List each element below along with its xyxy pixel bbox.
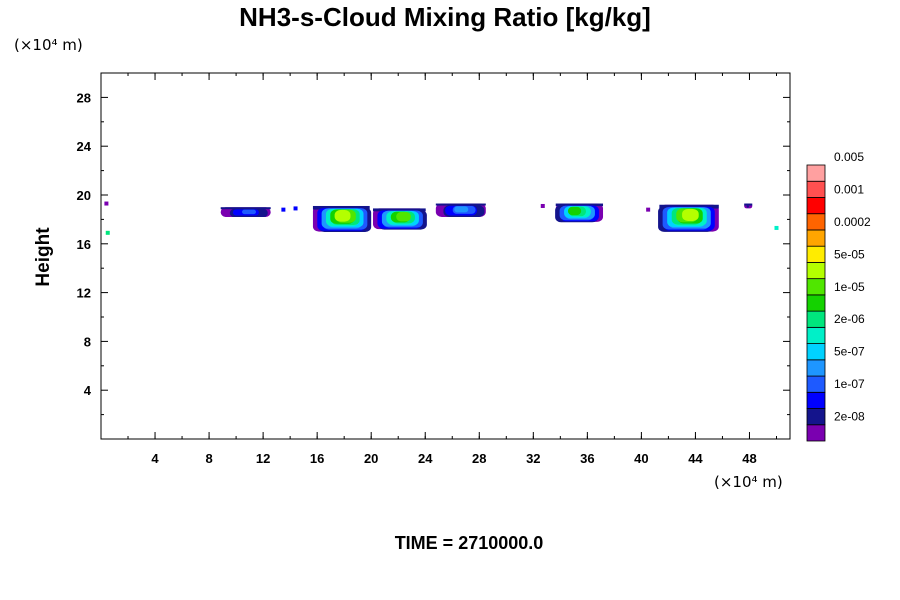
x-tick-labels: 4 8 12 16 20 24 28 32 36 40 44 48 xyxy=(151,451,756,466)
cloud-level xyxy=(567,206,582,216)
cloud-edge xyxy=(220,207,271,210)
colorbar xyxy=(806,164,826,442)
x-tick-label: 4 xyxy=(151,451,159,466)
colorbar-label: 1e-05 xyxy=(834,280,865,294)
cloud-patch xyxy=(312,205,372,232)
cloud-speck xyxy=(104,201,109,206)
plot-frame xyxy=(100,72,791,440)
y-tick-label: 8 xyxy=(84,334,91,349)
cloud-edge xyxy=(435,203,486,206)
time-label: TIME = 2710000.0 xyxy=(395,533,544,553)
colorbar-swatch xyxy=(806,197,826,215)
x-axis-unit: (×10⁴ m) xyxy=(714,473,783,491)
colorbar-swatch xyxy=(806,391,826,409)
colorbar-swatch xyxy=(806,278,826,296)
cloud-edge xyxy=(373,208,426,212)
x-tick-label: 20 xyxy=(364,451,378,466)
cloud-patch xyxy=(435,203,486,217)
cloud-speck xyxy=(540,203,545,208)
cloud-patch xyxy=(658,204,719,232)
cloud-patch xyxy=(373,208,427,230)
cloud-edge xyxy=(744,203,753,206)
cloud-speck xyxy=(646,207,651,212)
y-tick-label: 28 xyxy=(77,90,91,105)
colorbar-swatch xyxy=(806,245,826,263)
x-tick-label: 48 xyxy=(742,451,756,466)
colorbar-swatch xyxy=(806,408,826,426)
cloud-level xyxy=(746,205,749,208)
colorbar-swatch xyxy=(806,375,826,393)
x-tick-label: 8 xyxy=(205,451,212,466)
cloud-patch xyxy=(744,203,753,209)
colorbar-label: 2e-08 xyxy=(834,410,865,424)
cloud-patch xyxy=(555,203,604,223)
colorbar-swatch xyxy=(806,180,826,198)
y-axis-label: Height xyxy=(33,227,54,287)
colorbar-swatch xyxy=(806,164,826,182)
colorbar-label: 2e-06 xyxy=(834,312,865,326)
cloud-speck xyxy=(293,206,298,211)
cloud-level xyxy=(396,211,411,222)
colorbar-labels: 2e-08 1e-07 5e-07 2e-06 1e-05 5e-05 0.0002 0.00… xyxy=(834,150,871,424)
x-tick-label: 16 xyxy=(310,451,324,466)
y-tick-label: 24 xyxy=(77,139,92,154)
colorbar-swatch xyxy=(806,326,826,344)
x-tick-label: 44 xyxy=(688,451,703,466)
y-tick-label: 20 xyxy=(77,188,91,203)
cloud-speck xyxy=(105,230,110,235)
colorbar-swatch xyxy=(806,213,826,231)
colorbar-label: 0.005 xyxy=(834,150,864,164)
colorbar-swatch xyxy=(806,343,826,361)
axis-ticks xyxy=(100,72,790,440)
x-tick-label: 24 xyxy=(418,451,433,466)
x-tick-label: 32 xyxy=(526,451,540,466)
colorbar-swatch xyxy=(806,359,826,377)
colorbar-swatch xyxy=(806,294,826,312)
y-tick-label: 12 xyxy=(77,286,91,301)
cloud-level xyxy=(334,210,351,222)
colorbar-label: 0.0002 xyxy=(834,215,871,229)
colorbar-label: 0.001 xyxy=(834,182,864,196)
cloud-level xyxy=(242,209,257,215)
colorbar-swatch xyxy=(806,424,826,442)
y-tick-labels: 4 8 12 16 20 24 28 xyxy=(77,90,92,398)
cloud-speck xyxy=(281,207,286,212)
cloud-level xyxy=(682,208,699,222)
x-tick-label: 28 xyxy=(472,451,486,466)
y-axis-unit: (×10⁴ m) xyxy=(14,36,83,54)
chart-title: NH3-s-Cloud Mixing Ratio [kg/kg] xyxy=(239,2,651,32)
colorbar-label: 5e-05 xyxy=(834,247,865,261)
colorbar-swatch xyxy=(806,262,826,280)
cloud-edge xyxy=(555,203,604,207)
colorbar-label: 5e-07 xyxy=(834,345,865,359)
x-tick-label: 36 xyxy=(580,451,594,466)
heatmap-fill xyxy=(104,201,779,235)
cloud-level xyxy=(454,206,469,213)
x-tick-label: 12 xyxy=(256,451,270,466)
colorbar-swatch xyxy=(806,229,826,247)
colorbar-label: 1e-07 xyxy=(834,377,865,391)
cloud-speck xyxy=(774,225,779,230)
y-tick-label: 4 xyxy=(84,383,92,398)
cloud-patch xyxy=(220,207,271,217)
colorbar-swatch xyxy=(806,310,826,328)
y-tick-label: 16 xyxy=(77,237,91,252)
x-tick-label: 40 xyxy=(634,451,648,466)
